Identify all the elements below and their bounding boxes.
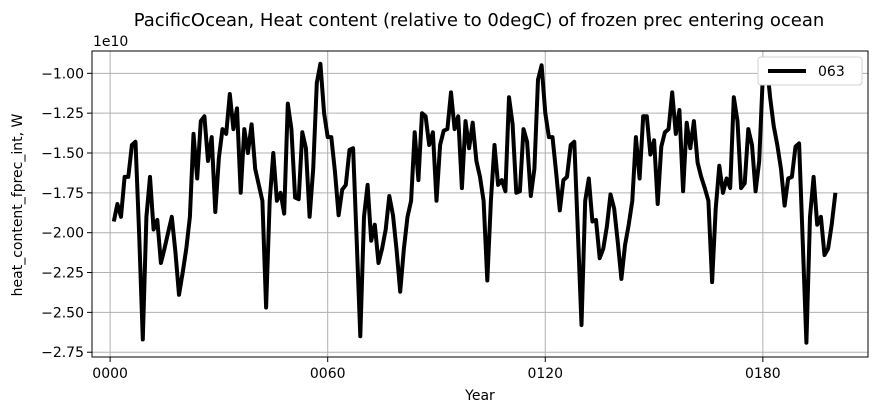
y-tick-label: −1.75 xyxy=(41,186,84,202)
y-axis: −2.75 −2.50 −2.25 −2.00 −1.75 −1.50 −1.25 −1.00 xyxy=(41,66,92,361)
y-tick-label: −2.25 xyxy=(41,266,84,282)
series-group xyxy=(111,58,838,345)
grid xyxy=(92,51,868,357)
y-tick-label: −1.00 xyxy=(41,66,84,82)
chart-title: PacificOcean, Heat content (relative to … xyxy=(134,10,825,31)
y-offset-label: 1e10 xyxy=(93,34,128,50)
x-tick-label: 0120 xyxy=(527,366,563,382)
x-axis-label: Year xyxy=(464,388,495,404)
plot-frame xyxy=(91,50,869,358)
y-tick-label: −1.25 xyxy=(41,106,84,122)
y-axis-label: heat_content_fprec_int, W xyxy=(10,113,26,296)
y-tick-label: −2.00 xyxy=(41,226,84,242)
legend-label: 063 xyxy=(818,64,845,80)
series-line xyxy=(111,58,838,345)
x-axis: 0000 0060 0120 0180 xyxy=(92,357,781,382)
x-tick-label: 0060 xyxy=(310,366,346,382)
legend-box xyxy=(757,56,863,86)
y-tick-label: −2.50 xyxy=(41,305,84,321)
x-tick-label: 0000 xyxy=(92,366,128,382)
x-tick-label: 0180 xyxy=(745,366,781,382)
y-tick-label: −1.50 xyxy=(41,146,84,162)
legend: 063 xyxy=(757,56,863,86)
y-tick-label: −2.75 xyxy=(41,345,84,361)
